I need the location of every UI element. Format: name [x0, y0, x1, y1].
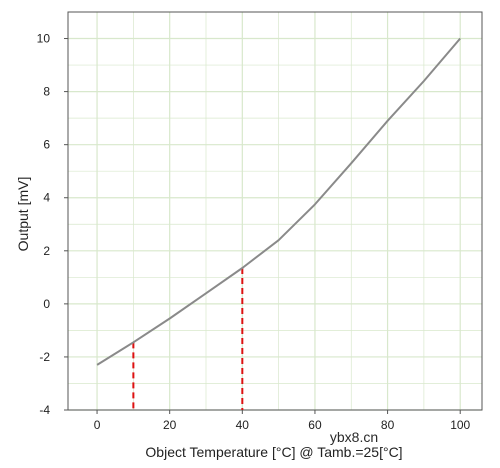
y-tick-label: 0	[43, 297, 50, 311]
x-tick-label: 60	[308, 418, 322, 432]
x-axis-title: Object Temperature [°C] @ Tamb.=25[°C]	[145, 444, 402, 460]
series-line	[96, 37, 461, 366]
y-tick-label: 8	[43, 85, 50, 99]
x-tick-label: 80	[381, 418, 395, 432]
y-tick-label: 2	[43, 244, 50, 258]
watermark-text: ybx8.cn	[330, 429, 378, 445]
series-layer	[96, 37, 461, 366]
grid-lines	[68, 11, 482, 411]
plot-frame	[67, 11, 483, 411]
y-tick-label: -4	[39, 403, 50, 417]
marker-lines	[132, 268, 244, 410]
y-tick-label: 4	[43, 191, 50, 205]
x-tick-label: 100	[450, 418, 470, 432]
y-tick-label: 10	[37, 32, 51, 46]
y-tick-label: -2	[39, 350, 50, 364]
x-tick-label: 0	[94, 418, 101, 432]
x-tick-label: 40	[236, 418, 250, 432]
y-tick-label: 6	[43, 138, 50, 152]
x-tick-label: 20	[163, 418, 177, 432]
x-axis-ticks: 0 20 40 60 80 100	[94, 410, 471, 432]
y-axis-ticks: -4 -2 0 2 4 6 8 10	[37, 32, 68, 417]
y-axis-title: Output [mV]	[15, 177, 31, 252]
